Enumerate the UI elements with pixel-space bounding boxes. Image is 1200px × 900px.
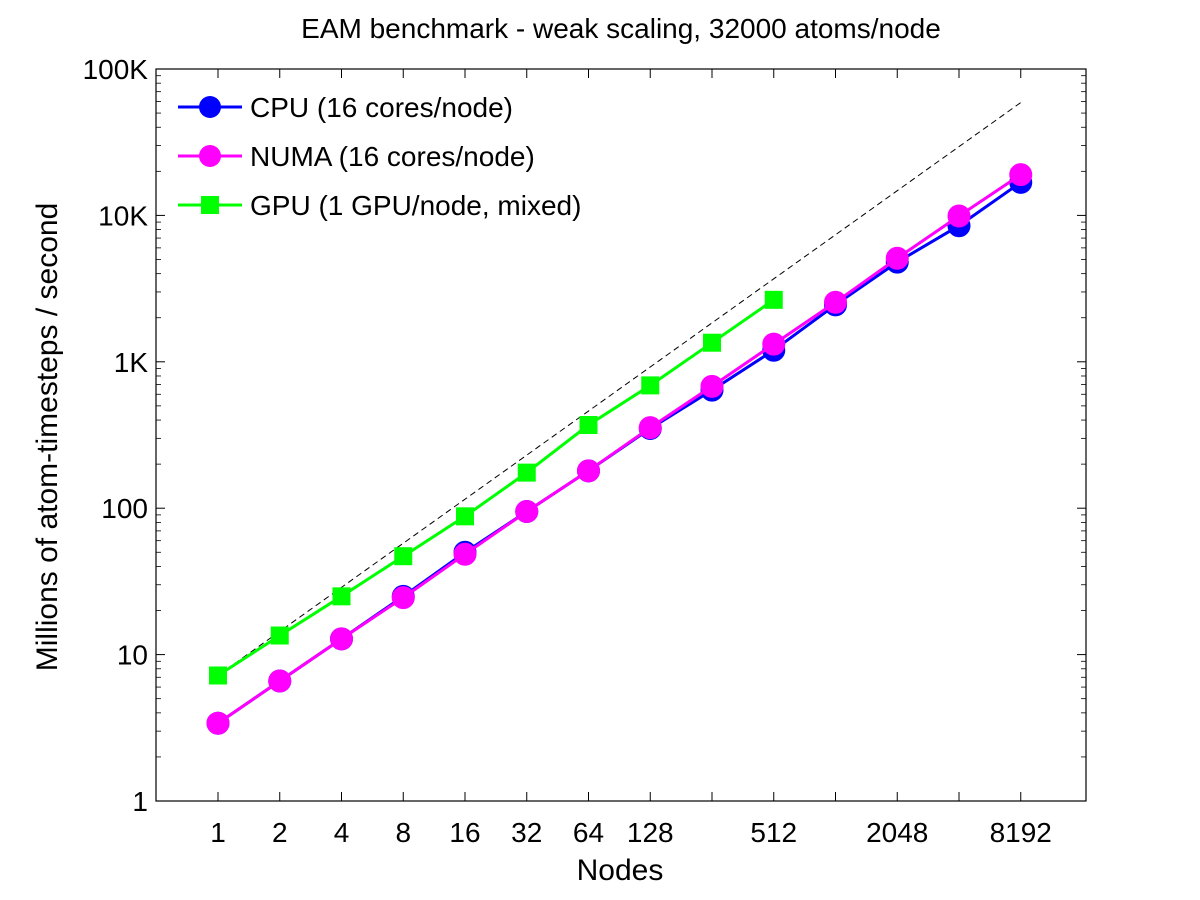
chart-title: EAM benchmark - weak scaling, 32000 atom… bbox=[301, 13, 941, 44]
y-tick-label: 100K bbox=[83, 54, 149, 85]
data-series bbox=[206, 163, 1033, 735]
legend-label: GPU (1 GPU/node, mixed) bbox=[250, 190, 581, 221]
data-point-circle bbox=[577, 459, 600, 483]
series-line bbox=[217, 298, 775, 677]
data-point-square bbox=[703, 333, 721, 352]
data-point-circle bbox=[515, 499, 539, 523]
legend-label: NUMA (16 cores/node) bbox=[250, 141, 535, 172]
data-point-circle bbox=[700, 374, 724, 398]
x-axis-label: Nodes bbox=[577, 854, 664, 887]
x-tick-label: 128 bbox=[627, 817, 674, 848]
data-point-square bbox=[209, 666, 227, 685]
x-tick-label: 8192 bbox=[990, 817, 1052, 848]
y-tick-label: 10K bbox=[98, 200, 148, 231]
data-point-circle bbox=[268, 669, 292, 693]
y-tick-label: 1K bbox=[114, 347, 149, 378]
reference-dashed-line bbox=[217, 102, 1022, 676]
legend: CPU (16 cores/node) NUMA (16 cores/node) G… bbox=[178, 92, 581, 221]
data-point-circle bbox=[391, 586, 415, 610]
x-tick-label: 16 bbox=[449, 817, 480, 848]
legend-label: CPU (16 cores/node) bbox=[250, 92, 513, 123]
x-tick-label: 4 bbox=[334, 817, 350, 848]
data-point-square bbox=[517, 463, 536, 482]
data-point-circle bbox=[638, 416, 662, 440]
x-tick-label: 512 bbox=[750, 817, 797, 848]
plot-frame bbox=[155, 68, 1087, 802]
y-axis-label: Millions of atom-timesteps / second bbox=[31, 203, 64, 672]
data-point-square bbox=[456, 507, 474, 526]
legend-item-1: NUMA (16 cores/node) bbox=[178, 141, 535, 172]
data-point-circle bbox=[824, 290, 847, 314]
legend-item-2: GPU (1 GPU/node, mixed) bbox=[178, 190, 581, 221]
x-tick-label: 2048 bbox=[866, 817, 928, 848]
ideal-scaling-reference bbox=[217, 102, 1022, 676]
data-point-square bbox=[270, 626, 289, 645]
x-axis-ticks: 1 2 4 8 16 32 64 128 512 2048 8192 bbox=[210, 69, 1052, 848]
data-point-circle bbox=[1009, 163, 1033, 187]
data-point-circle bbox=[330, 627, 353, 651]
plot-background bbox=[156, 69, 1086, 801]
data-point-circle bbox=[762, 332, 786, 356]
data-point-square bbox=[579, 416, 598, 435]
data-point-square bbox=[764, 290, 783, 309]
series-line bbox=[217, 173, 1022, 725]
data-point-circle bbox=[453, 542, 477, 566]
legend-item-0: CPU (16 cores/node) bbox=[178, 92, 513, 123]
x-tick-label: 2 bbox=[272, 817, 288, 848]
x-tick-label: 32 bbox=[511, 817, 542, 848]
legend-marker-circle bbox=[199, 145, 221, 167]
data-point-circle bbox=[885, 246, 909, 270]
data-point-square bbox=[394, 547, 413, 566]
series-1 bbox=[206, 163, 1033, 735]
series-2 bbox=[209, 290, 783, 685]
y-tick-label: 100 bbox=[101, 493, 148, 524]
data-point-circle bbox=[947, 204, 971, 228]
y-axis-ticks: 1 10 100 1K 10K 100K bbox=[83, 54, 1086, 817]
x-tick-label: 8 bbox=[395, 817, 411, 848]
data-point-square bbox=[332, 587, 351, 606]
legend-marker-circle bbox=[199, 96, 221, 118]
data-point-circle bbox=[206, 711, 230, 735]
legend-marker-square bbox=[201, 196, 219, 214]
y-tick-label: 1 bbox=[132, 786, 148, 817]
x-tick-label: 64 bbox=[573, 817, 604, 848]
y-tick-label: 10 bbox=[117, 640, 148, 671]
x-tick-label: 1 bbox=[210, 817, 226, 848]
data-point-square bbox=[641, 376, 660, 395]
